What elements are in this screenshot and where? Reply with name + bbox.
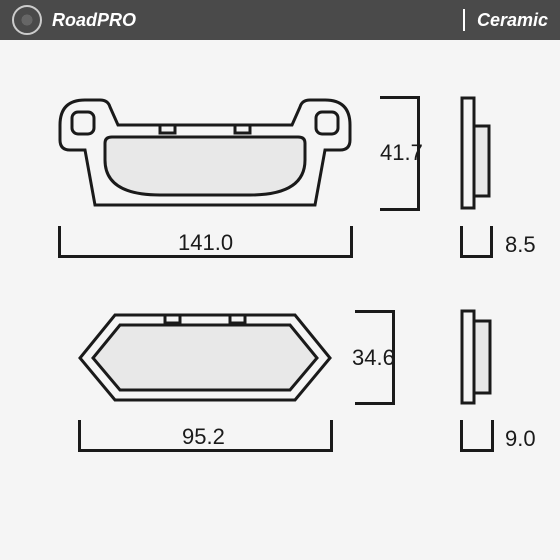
dim-tick — [380, 208, 420, 211]
diagram-area: 41.7 141.0 8.5 34.6 95.2 9.0 — [0, 40, 560, 560]
dim-tick — [355, 402, 395, 405]
dim-thickness-small: 9.0 — [505, 426, 536, 452]
dim-tick — [355, 310, 395, 313]
header-divider-icon — [463, 9, 465, 31]
brand-name: RoadPRO — [52, 10, 136, 31]
header-right: Ceramic — [463, 9, 548, 31]
brand-logo-icon — [12, 5, 42, 35]
dim-tick — [380, 96, 420, 99]
dim-tick — [78, 420, 81, 452]
brake-pad-large-front — [50, 95, 360, 210]
dim-tick — [491, 420, 494, 452]
brake-pad-large-side — [460, 96, 492, 210]
dim-width-small: 95.2 — [182, 424, 225, 450]
dim-width-large: 141.0 — [178, 230, 233, 256]
header-left: RoadPRO — [12, 5, 136, 35]
dim-tick — [460, 420, 463, 452]
dim-thickness-large: 8.5 — [505, 232, 536, 258]
dim-tick — [58, 226, 61, 258]
dim-line — [460, 449, 494, 452]
brake-pad-small-side — [460, 309, 492, 405]
dim-tick — [460, 226, 463, 258]
dim-height-small: 34.6 — [352, 345, 395, 371]
dim-tick — [490, 226, 493, 258]
dim-tick — [330, 420, 333, 452]
dim-line — [460, 255, 493, 258]
brake-pad-small-front — [75, 310, 335, 405]
product-type: Ceramic — [477, 10, 548, 31]
header-bar: RoadPRO Ceramic — [0, 0, 560, 40]
dim-tick — [350, 226, 353, 258]
dim-height-large: 41.7 — [380, 140, 423, 166]
